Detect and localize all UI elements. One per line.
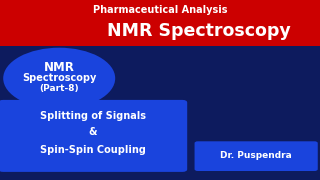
Text: &: & (89, 127, 97, 137)
Text: NMR Spectroscopy: NMR Spectroscopy (107, 22, 290, 40)
Text: Dr. Puspendra: Dr. Puspendra (220, 151, 292, 160)
Text: Spectroscopy: Spectroscopy (22, 73, 96, 83)
Text: (Part-8): (Part-8) (39, 84, 79, 93)
FancyBboxPatch shape (195, 141, 318, 171)
Ellipse shape (3, 48, 115, 109)
FancyBboxPatch shape (0, 100, 187, 172)
FancyBboxPatch shape (0, 0, 320, 46)
Text: Spin-Spin Coupling: Spin-Spin Coupling (40, 145, 146, 155)
Text: Pharmaceutical Analysis: Pharmaceutical Analysis (93, 5, 227, 15)
Text: Splitting of Signals: Splitting of Signals (40, 111, 146, 121)
Text: NMR: NMR (44, 61, 75, 74)
